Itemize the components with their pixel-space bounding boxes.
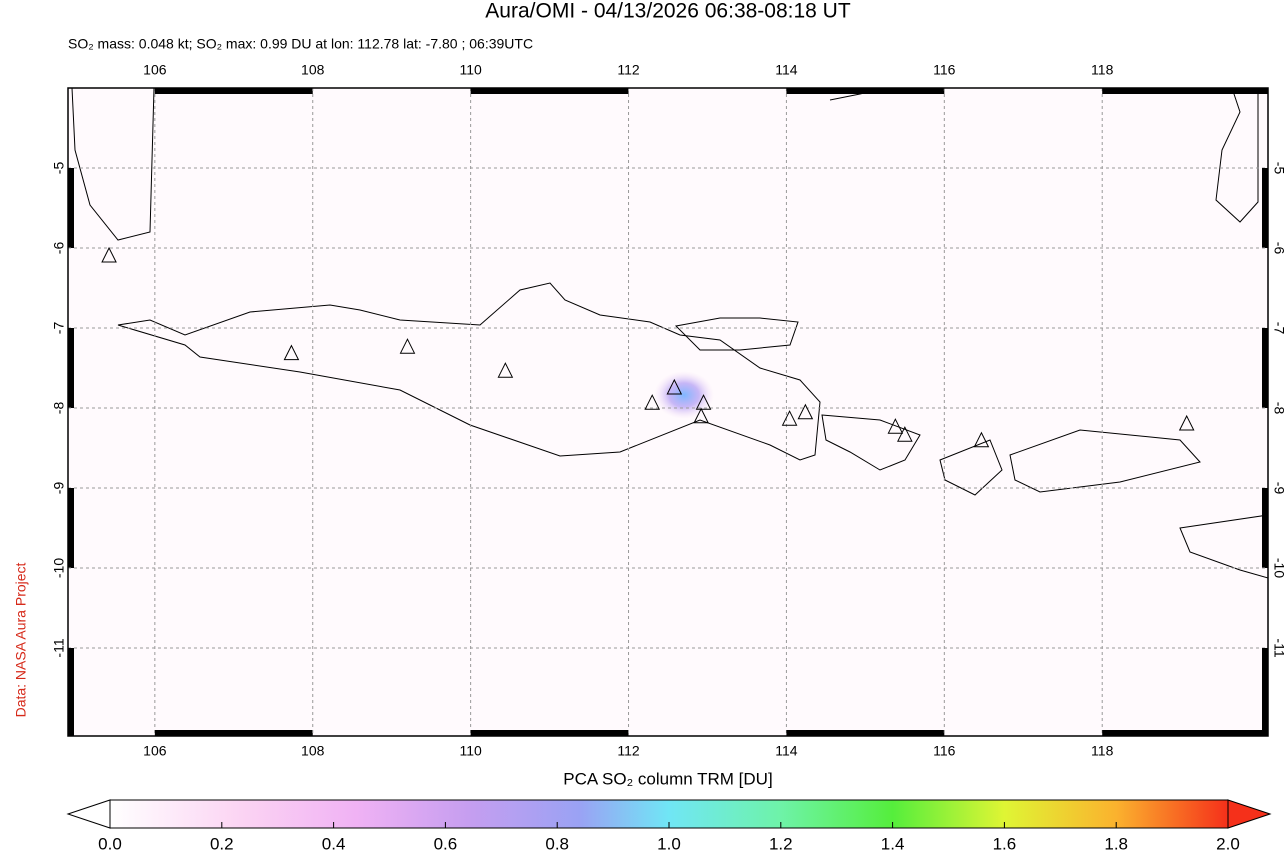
x-tick-label: 116	[933, 62, 956, 78]
x-tick-label: 118	[1091, 743, 1114, 759]
coastline-sumba	[1179, 514, 1269, 579]
y-tick-label: -8	[1271, 402, 1287, 415]
frame-bar	[68, 648, 74, 736]
y-tick-label: -9	[1271, 482, 1287, 495]
colorbar-tick-label: 0.6	[434, 834, 458, 853]
coastline-madura	[674, 317, 799, 351]
colorbar-tick-label: 1.8	[1104, 834, 1128, 853]
volcano	[781, 410, 798, 426]
frame-bar	[786, 88, 945, 94]
y-tick-label: -11	[51, 638, 67, 657]
colorbar-tick-label: 1.0	[657, 834, 681, 853]
credit: Data: NASA Aura Project	[13, 562, 29, 717]
volcano	[797, 403, 814, 420]
x-tick-label: 106	[143, 743, 167, 759]
subtitle: SO₂ mass: 0.048 kt; SO₂ max: 0.99 DU at …	[68, 36, 533, 52]
x-tick-label: 112	[617, 743, 640, 759]
frame-bar	[1102, 88, 1268, 94]
frame-bar	[68, 168, 74, 248]
x-tick-label: 106	[143, 62, 167, 78]
frame-bar	[786, 730, 945, 736]
frame-bar	[1102, 730, 1268, 736]
y-tick-label: -7	[1271, 322, 1287, 335]
x-tick-label: 114	[775, 743, 798, 759]
frame-bar	[154, 730, 313, 736]
coastline-sulawesi	[1215, 87, 1259, 223]
volcano	[887, 418, 904, 434]
map-area	[68, 87, 1269, 736]
volcano	[666, 378, 683, 395]
y-tick-label: -5	[1271, 162, 1287, 175]
frame-bar	[1262, 648, 1268, 736]
title: Aura/OMI - 04/13/2026 06:38-08:18 UT	[485, 0, 851, 23]
colorbar-tick-label: 1.6	[993, 834, 1017, 853]
volcano	[283, 344, 300, 361]
x-tick-label: 112	[617, 62, 640, 78]
x-tick-label: 116	[933, 743, 956, 759]
colorbar-tick-label: 0.2	[210, 834, 234, 853]
colorbar-tick-label: 1.2	[769, 834, 793, 853]
colorbar-high-end	[1227, 799, 1272, 829]
volcano	[1178, 414, 1195, 431]
frame-bar	[1262, 488, 1268, 568]
x-tick-label: 118	[1091, 62, 1114, 78]
volcano	[101, 246, 117, 263]
x-tick-label: 110	[459, 62, 482, 78]
frame-bar	[1262, 168, 1268, 248]
colorbar-tick-label: 0.8	[545, 834, 569, 853]
volcano	[897, 426, 913, 442]
map-frame	[67, 87, 1269, 737]
coastline-bali	[821, 414, 921, 471]
frame-bar	[1262, 328, 1268, 408]
y-tick-label: -11	[1271, 638, 1287, 657]
x-tick-label: 108	[301, 62, 325, 78]
frame-bar	[68, 328, 74, 408]
volcano	[497, 362, 514, 378]
colorbar-tick-label: 2.0	[1216, 834, 1240, 853]
x-tick-label: 114	[775, 62, 798, 78]
x-tick-label: 110	[459, 743, 482, 759]
frame-bar	[470, 730, 629, 736]
y-tick-label: -9	[51, 482, 67, 495]
colorbar-low-end	[66, 799, 111, 829]
coastline-sumbawa	[1009, 429, 1201, 493]
y-tick-label: -6	[1271, 242, 1287, 255]
y-tick-label: -5	[51, 162, 67, 175]
y-tick-label: -10	[51, 558, 67, 578]
frame-bar	[470, 88, 629, 94]
volcano	[695, 394, 712, 410]
frame-bar	[154, 88, 313, 94]
colorbar-tick-label: 1.4	[881, 834, 905, 853]
coastline-sumatra	[71, 87, 155, 241]
volcano	[644, 394, 661, 410]
y-tick-label: -8	[51, 402, 67, 415]
coastline-lombok	[939, 439, 1003, 496]
volcano	[693, 407, 709, 424]
y-tick-label: -10	[1271, 558, 1287, 578]
x-tick-label: 108	[301, 743, 325, 759]
y-tick-label: -7	[51, 322, 67, 335]
colorbar-tick-label: 0.4	[322, 834, 346, 853]
y-tick-label: -6	[51, 242, 67, 255]
colorbar-tick-label: 0.0	[98, 834, 122, 853]
frame-bar	[68, 488, 74, 568]
colorbar-label: PCA SO₂ column TRM [DU]	[563, 769, 772, 788]
coastline-java	[117, 282, 821, 461]
so2-plume	[654, 371, 714, 419]
volcano	[973, 431, 990, 448]
volcano	[399, 338, 416, 354]
